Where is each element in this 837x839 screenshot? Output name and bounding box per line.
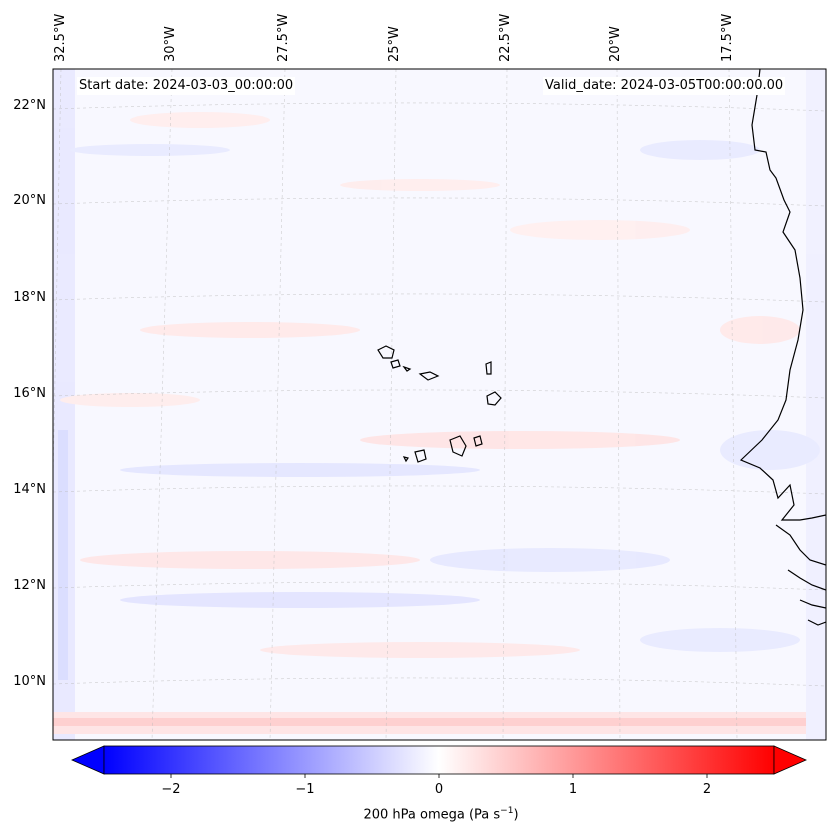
lat-label-10N: 10°N (13, 674, 46, 689)
colorbar-extend-max (773, 745, 807, 775)
colorbar-label-suffix: ) (513, 807, 519, 823)
colorbar-label: 200 hPa omega (Pa s−1) (0, 806, 837, 822)
lat-label-20N: 20°N (13, 193, 46, 208)
valid-date-text: Valid_date: 2024-03-05T00:00:00.00 (543, 77, 786, 95)
colorbar-label-prefix: 200 hPa omega (Pa s (363, 807, 501, 823)
colorbar-tick-label: 1 (568, 782, 578, 797)
cape-verde-islands (377, 345, 502, 463)
colorbar-tick-label: −2 (161, 782, 181, 797)
lat-label-18N: 18°N (13, 290, 46, 305)
colorbar-tick-label: −1 (295, 782, 315, 797)
lat-label-14N: 14°N (13, 482, 46, 497)
map-frame (52, 68, 827, 741)
africa-coastline (739, 69, 826, 521)
start-date-text: Start date: 2024-03-03_00:00:00 (77, 77, 296, 95)
lat-label-16N: 16°N (13, 386, 46, 401)
colorbar-extend-min (71, 745, 105, 775)
colorbar-gradient (103, 745, 775, 775)
omega-field (53, 69, 826, 740)
colorbar-label-exponent: −1 (500, 806, 514, 816)
lat-label-12N: 12°N (13, 578, 46, 593)
colorbar-tick-label: 0 (434, 782, 444, 797)
lat-label-22N: 22°N (13, 98, 46, 113)
colorbar (71, 745, 807, 778)
graticule (53, 69, 826, 740)
colorbar-tick-label: 2 (702, 782, 712, 797)
